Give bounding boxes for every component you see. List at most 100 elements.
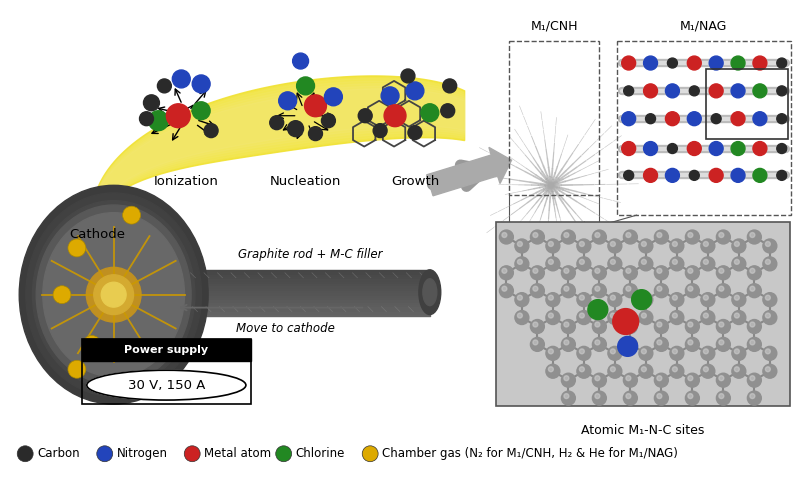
Circle shape bbox=[750, 376, 755, 381]
Circle shape bbox=[577, 310, 591, 324]
Circle shape bbox=[735, 313, 739, 318]
Circle shape bbox=[270, 116, 284, 130]
Circle shape bbox=[716, 373, 731, 387]
Circle shape bbox=[276, 446, 292, 462]
Circle shape bbox=[735, 295, 739, 300]
Circle shape bbox=[732, 239, 746, 253]
Circle shape bbox=[703, 349, 708, 354]
Ellipse shape bbox=[94, 275, 134, 315]
Circle shape bbox=[324, 88, 342, 106]
Circle shape bbox=[443, 79, 457, 93]
Circle shape bbox=[753, 169, 767, 182]
Circle shape bbox=[204, 124, 218, 137]
Circle shape bbox=[657, 232, 662, 238]
Circle shape bbox=[731, 169, 745, 182]
Circle shape bbox=[716, 319, 731, 333]
Circle shape bbox=[747, 337, 761, 352]
Circle shape bbox=[593, 391, 606, 405]
Circle shape bbox=[639, 310, 653, 324]
Circle shape bbox=[750, 322, 755, 327]
Circle shape bbox=[642, 349, 646, 354]
Circle shape bbox=[562, 337, 575, 352]
Bar bbox=[82, 340, 251, 404]
Circle shape bbox=[147, 380, 165, 398]
Circle shape bbox=[530, 337, 545, 352]
Circle shape bbox=[593, 373, 606, 387]
Circle shape bbox=[579, 260, 585, 264]
Circle shape bbox=[666, 169, 679, 182]
Circle shape bbox=[731, 112, 745, 125]
Text: Nitrogen: Nitrogen bbox=[117, 447, 167, 460]
Circle shape bbox=[610, 313, 615, 318]
Circle shape bbox=[718, 268, 724, 274]
Circle shape bbox=[530, 319, 545, 333]
Circle shape bbox=[502, 232, 507, 238]
Circle shape bbox=[654, 373, 668, 387]
Circle shape bbox=[533, 340, 538, 345]
Circle shape bbox=[718, 286, 724, 291]
Circle shape bbox=[610, 295, 615, 300]
Circle shape bbox=[577, 364, 591, 378]
Circle shape bbox=[622, 56, 636, 70]
Circle shape bbox=[709, 169, 723, 182]
Ellipse shape bbox=[419, 270, 441, 315]
Circle shape bbox=[588, 300, 608, 319]
Circle shape bbox=[288, 121, 304, 137]
Circle shape bbox=[626, 286, 631, 291]
Circle shape bbox=[690, 86, 699, 96]
Circle shape bbox=[703, 367, 708, 372]
Circle shape bbox=[686, 266, 699, 280]
Bar bbox=[617, 41, 791, 215]
Circle shape bbox=[686, 337, 699, 352]
Circle shape bbox=[97, 446, 113, 462]
Circle shape bbox=[68, 239, 86, 257]
Circle shape bbox=[750, 286, 755, 291]
Circle shape bbox=[657, 340, 662, 345]
Circle shape bbox=[639, 239, 653, 253]
Circle shape bbox=[533, 268, 538, 274]
Circle shape bbox=[593, 230, 606, 244]
Circle shape bbox=[750, 340, 755, 345]
Circle shape bbox=[515, 239, 529, 253]
Ellipse shape bbox=[87, 267, 141, 322]
Circle shape bbox=[546, 364, 560, 378]
Circle shape bbox=[595, 322, 600, 327]
Circle shape bbox=[709, 142, 723, 156]
Circle shape bbox=[623, 337, 638, 352]
Circle shape bbox=[622, 112, 636, 125]
Circle shape bbox=[763, 364, 777, 378]
Bar bbox=[497, 222, 790, 406]
Circle shape bbox=[623, 284, 638, 297]
Circle shape bbox=[672, 241, 678, 247]
Circle shape bbox=[593, 337, 606, 352]
Circle shape bbox=[642, 313, 646, 318]
Circle shape bbox=[533, 322, 538, 327]
Circle shape bbox=[623, 266, 638, 280]
Circle shape bbox=[750, 232, 755, 238]
Circle shape bbox=[701, 239, 714, 253]
Circle shape bbox=[642, 241, 646, 247]
Circle shape bbox=[515, 293, 529, 307]
Circle shape bbox=[672, 367, 678, 372]
Circle shape bbox=[716, 337, 731, 352]
Circle shape bbox=[593, 319, 606, 333]
Circle shape bbox=[654, 319, 668, 333]
Circle shape bbox=[688, 340, 693, 345]
Text: Chlorine: Chlorine bbox=[296, 447, 345, 460]
Polygon shape bbox=[97, 76, 465, 215]
Circle shape bbox=[701, 364, 714, 378]
Circle shape bbox=[613, 308, 638, 334]
Circle shape bbox=[747, 373, 761, 387]
Circle shape bbox=[688, 286, 693, 291]
Circle shape bbox=[686, 230, 699, 244]
Text: Graphite rod + M-C filler: Graphite rod + M-C filler bbox=[238, 249, 383, 262]
Circle shape bbox=[143, 95, 159, 111]
Circle shape bbox=[579, 313, 585, 318]
Circle shape bbox=[362, 446, 378, 462]
Circle shape bbox=[139, 112, 154, 125]
Text: Growth: Growth bbox=[391, 175, 439, 188]
Circle shape bbox=[642, 295, 646, 300]
Circle shape bbox=[562, 391, 575, 405]
Ellipse shape bbox=[101, 282, 126, 307]
Circle shape bbox=[515, 257, 529, 271]
